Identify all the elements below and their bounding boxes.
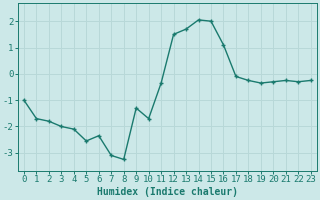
X-axis label: Humidex (Indice chaleur): Humidex (Indice chaleur) bbox=[97, 187, 238, 197]
